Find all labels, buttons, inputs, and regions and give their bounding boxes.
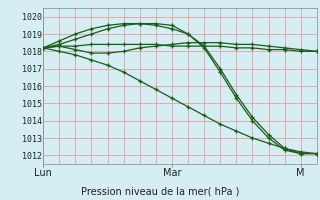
Text: Pression niveau de la mer( hPa ): Pression niveau de la mer( hPa ) [81,186,239,196]
